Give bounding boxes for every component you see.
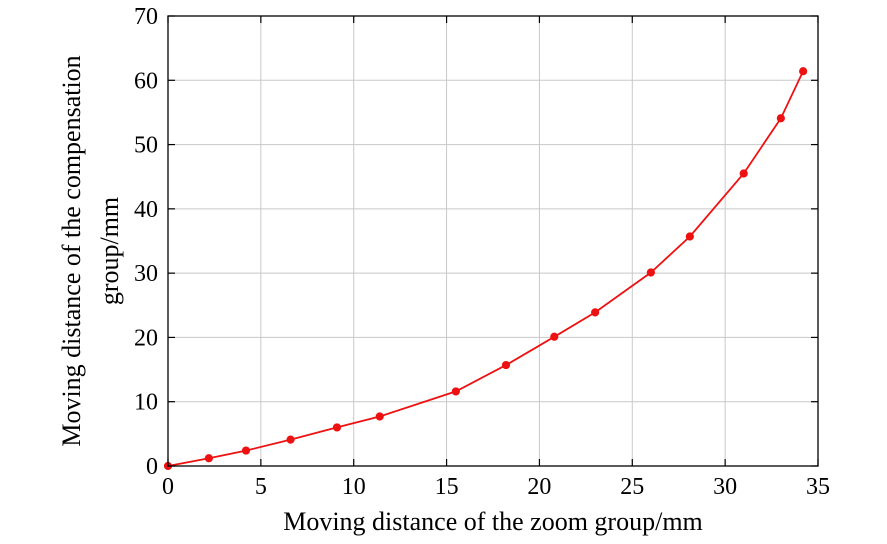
data-point bbox=[800, 68, 807, 75]
x-tick-label: 25 bbox=[620, 474, 644, 500]
y-tick-label: 60 bbox=[134, 68, 158, 94]
x-tick-label: 30 bbox=[713, 474, 737, 500]
data-point bbox=[287, 436, 294, 443]
y-axis-label: Moving distance of the compensation grou… bbox=[57, 55, 124, 446]
y-tick-label: 10 bbox=[134, 390, 158, 416]
y-axis-label-line-2: group/mm bbox=[95, 197, 124, 305]
data-point bbox=[333, 424, 340, 431]
data-point bbox=[592, 309, 599, 316]
y-tick-labels: 0 10 20 30 40 50 60 70 bbox=[134, 4, 158, 480]
y-tick-label: 20 bbox=[134, 325, 158, 351]
series-line bbox=[168, 71, 803, 466]
data-point bbox=[740, 170, 747, 177]
data-point bbox=[647, 269, 654, 276]
y-tick-label: 50 bbox=[134, 133, 158, 159]
x-tick-label: 5 bbox=[255, 474, 267, 500]
x-tick-label: 15 bbox=[435, 474, 459, 500]
data-point bbox=[242, 447, 249, 454]
y-tick-label: 40 bbox=[134, 197, 158, 223]
y-tick-label: 0 bbox=[146, 454, 158, 480]
data-point bbox=[502, 361, 509, 368]
x-tick-label: 20 bbox=[527, 474, 551, 500]
plot-frame bbox=[168, 16, 818, 466]
data-point bbox=[551, 333, 558, 340]
x-tick-label: 10 bbox=[342, 474, 366, 500]
y-tick-label: 30 bbox=[134, 261, 158, 287]
grid bbox=[168, 16, 818, 466]
data-point bbox=[205, 455, 212, 462]
x-tick-label: 0 bbox=[162, 474, 174, 500]
x-axis-label: Moving distance of the zoom group/mm bbox=[283, 507, 703, 536]
data-point bbox=[376, 413, 383, 420]
x-tick-labels: 0 5 10 15 20 25 30 35 bbox=[162, 474, 830, 500]
data-point bbox=[686, 233, 693, 240]
data-point bbox=[452, 388, 459, 395]
tick-marks bbox=[168, 16, 818, 466]
y-tick-label: 70 bbox=[134, 4, 158, 30]
x-tick-label: 35 bbox=[806, 474, 830, 500]
y-axis-label-line-1: Moving distance of the compensation bbox=[57, 55, 86, 446]
data-point bbox=[777, 115, 784, 122]
